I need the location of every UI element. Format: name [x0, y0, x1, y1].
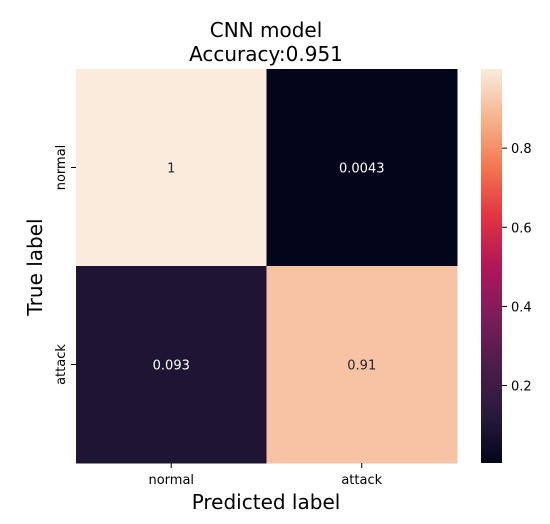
y-tick-label: attack [54, 344, 69, 385]
colorbar-tick-label: 0.8 [511, 142, 532, 157]
colorbar-tick-label: 0.2 [511, 380, 532, 395]
heatmap-cell-label: 0.0043 [339, 162, 385, 177]
colorbar-tick-label: 0.6 [511, 221, 532, 236]
colorbar-ticks: 0.2 0.4 0.6 0.8 [502, 142, 532, 395]
heatmap-cell-label: 1 [167, 162, 175, 177]
y-tick-label: normal [54, 145, 69, 191]
heatmap-cell [266, 69, 458, 267]
heatmap-cell-label: 0.91 [347, 359, 376, 374]
x-axis-label: Predicted label [192, 490, 341, 514]
y-axis-label: True label [23, 218, 47, 316]
heatmap-cells [76, 69, 458, 464]
heatmap-cell-label: 0.093 [153, 359, 190, 374]
chart-title: CNN model [210, 18, 323, 42]
heatmap-cell [76, 266, 267, 464]
x-tick-label: normal [148, 473, 194, 488]
heatmap-cell-labels: 1 0.0043 0.093 0.91 [153, 162, 385, 374]
chart-subtitle: Accuracy:0.951 [189, 42, 343, 66]
heatmap-cell [266, 266, 458, 464]
y-axis-ticks: normal attack [54, 145, 76, 385]
colorbar-tick-label: 0.4 [511, 300, 532, 315]
heatmap-cell [76, 69, 267, 267]
x-axis-ticks: normal attack [148, 463, 383, 488]
colorbar [481, 69, 502, 463]
x-tick-label: attack [341, 473, 382, 488]
